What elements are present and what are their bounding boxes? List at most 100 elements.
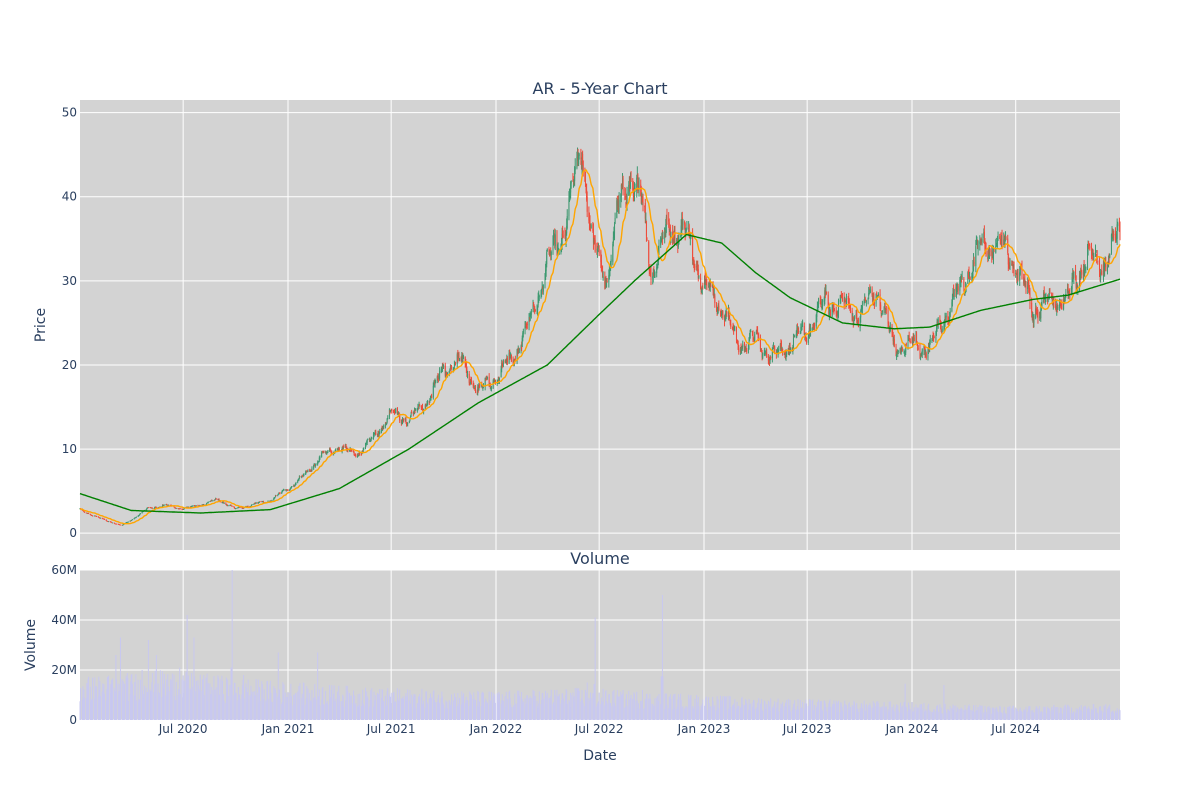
candle-body (844, 300, 846, 302)
candle-body (218, 499, 220, 501)
volume-bar (150, 690, 152, 720)
candle-body (745, 346, 747, 348)
volume-bar (772, 706, 774, 720)
candle-body (113, 522, 115, 524)
volume-bar (901, 712, 903, 720)
volume-bar (995, 706, 997, 720)
candle-body (652, 276, 654, 279)
candle-body (773, 345, 775, 349)
volume-bar (808, 698, 810, 720)
volume-bar (123, 701, 125, 720)
volume-bar (82, 697, 84, 720)
volume-bar (877, 703, 879, 720)
candle-body (1024, 283, 1026, 285)
volume-bar (985, 711, 987, 720)
volume-bar (745, 699, 747, 720)
volume-bar (1055, 707, 1057, 720)
candle-body (945, 317, 947, 319)
volume-bar (887, 709, 889, 720)
volume-bar (1068, 707, 1070, 720)
candle-body (953, 287, 955, 296)
volume-bar (262, 704, 264, 720)
candle-body (538, 295, 540, 298)
volume-bar (857, 708, 859, 720)
volume-bar (509, 698, 511, 720)
volume-bar (319, 705, 321, 720)
volume-bar (775, 707, 777, 720)
volume-bar (445, 704, 447, 720)
volume-bar (158, 692, 160, 720)
volume-bar (875, 705, 877, 720)
volume-bar (606, 701, 608, 720)
volume-bar (700, 709, 702, 720)
candle-body (463, 355, 465, 357)
volume-bar (1016, 710, 1018, 720)
volume-bar (266, 680, 268, 720)
volume-bar (429, 693, 431, 720)
volume-bar (405, 692, 407, 720)
volume-bar (391, 692, 393, 720)
volume-bar (955, 712, 957, 720)
volume-bar (198, 685, 200, 720)
candle-body (977, 241, 979, 250)
volume-bar (426, 702, 428, 720)
candle-body (403, 418, 405, 421)
candle-body (1043, 292, 1045, 302)
volume-bar (513, 706, 515, 720)
volume-bar (961, 708, 963, 720)
volume-bar (725, 710, 727, 720)
volume-bar (512, 706, 514, 720)
volume-bar (722, 696, 724, 720)
candle-body (522, 330, 524, 334)
candle-body (629, 180, 631, 184)
candle-body (564, 234, 566, 237)
volume-bar (199, 689, 201, 720)
volume-bar (596, 706, 598, 720)
volume-bar (676, 706, 678, 720)
volume-bar (660, 676, 662, 720)
candle-body (749, 336, 751, 340)
volume-bar (661, 595, 663, 720)
candle-body (721, 313, 723, 315)
volume-bar (181, 679, 183, 720)
volume-bar (764, 701, 766, 720)
candle-body (814, 323, 816, 328)
volume-bar (496, 693, 498, 720)
candle-body (478, 386, 480, 387)
volume-y-tick-label: 40M (51, 613, 77, 627)
candle-body (530, 313, 532, 315)
volume-bar (186, 615, 188, 720)
volume-bar (1035, 706, 1037, 720)
volume-bar (233, 695, 235, 720)
volume-bar (900, 707, 902, 720)
candle-body (233, 506, 235, 508)
candle-body (761, 350, 763, 352)
volume-bar (735, 708, 737, 720)
candle-body (569, 191, 571, 193)
candle-body (223, 502, 225, 504)
volume-bar (568, 700, 570, 720)
volume-bar (822, 710, 824, 720)
candle-body (968, 272, 970, 277)
candle-body (750, 330, 752, 332)
candle-body (125, 522, 127, 524)
volume-bar (648, 698, 650, 720)
volume-bar (139, 699, 141, 720)
candle-body (554, 235, 556, 245)
candle-body (784, 353, 786, 355)
volume-bar (1065, 707, 1067, 720)
volume-bar (218, 694, 220, 720)
candle-body (119, 524, 121, 526)
candle-body (638, 185, 640, 189)
candle-body (779, 343, 781, 350)
candle-body (1088, 244, 1090, 246)
volume-bar (1007, 707, 1009, 720)
volume-bar (338, 695, 340, 720)
volume-bar (877, 701, 879, 720)
volume-bar (1011, 708, 1013, 720)
volume-bar (476, 705, 478, 720)
candle-body (709, 283, 711, 286)
candle-body (1118, 224, 1120, 226)
volume-bar (741, 698, 743, 720)
candle-body (353, 451, 355, 456)
